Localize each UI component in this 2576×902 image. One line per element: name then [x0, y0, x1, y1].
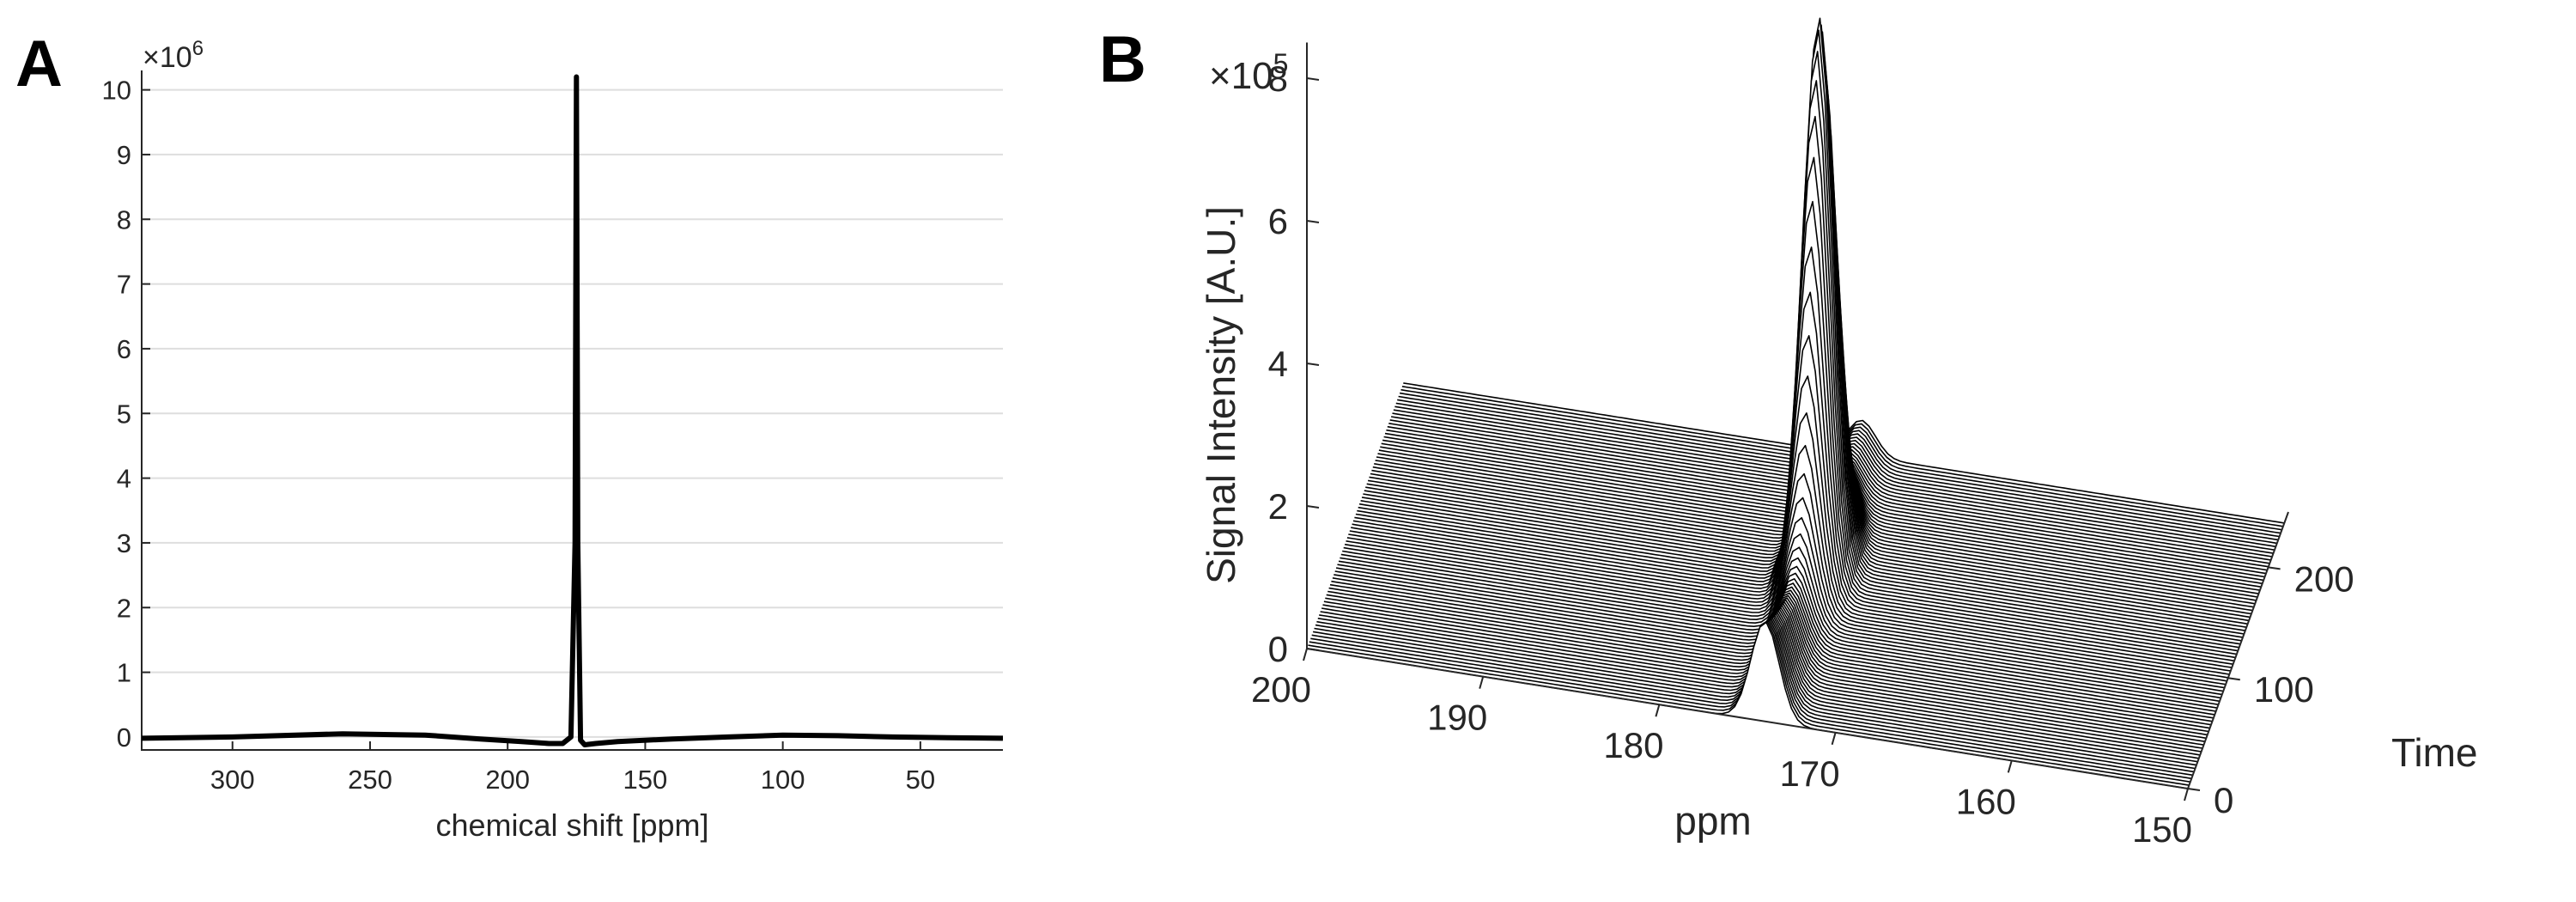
panel-a-y-ticks: 0 1 2 3 4 5 6 7 8 9 10	[102, 76, 150, 753]
panel-b-x-ticks: 200 190 180 170 160 150	[1251, 648, 2192, 850]
panel-a-x-tick-label: 50	[906, 765, 935, 795]
panel-b-z-tick-label: 8	[1268, 58, 1288, 99]
panel-b-y-tick-mark	[2187, 788, 2201, 791]
panel-a-y-tick-label: 6	[117, 334, 131, 364]
panel-b-chart: B ×105 0 2 4 6 8 200 190 180 170 160 150 0 100 200 …	[1099, 17, 2478, 850]
panel-b-z-tick-mark	[1306, 363, 1320, 366]
panel-b-y-tick-mark	[2268, 566, 2281, 570]
panel-b-trace-line	[1348, 375, 2230, 675]
panel-b-trace-line	[1343, 497, 2225, 689]
panel-a-spectrum-line	[141, 74, 1004, 747]
panel-b-z-tick-label: 4	[1268, 344, 1288, 384]
panel-b-y-tick-label: 0	[2214, 780, 2233, 820]
panel-b-y-tick-mark	[2227, 677, 2240, 681]
panel-b-z-tick-mark	[1306, 77, 1320, 81]
panel-b-x-tick-label: 150	[2132, 809, 2192, 850]
panel-a-y-tick-label: 0	[117, 722, 131, 753]
panel-b-z-tick-label: 0	[1268, 629, 1288, 669]
panel-b-trace-line	[1344, 472, 2227, 686]
panel-a-letter: A	[15, 27, 63, 101]
panel-b-z-tick-mark	[1306, 505, 1320, 509]
panel-a-y-tick-label: 2	[117, 593, 131, 623]
panel-b-y-axis-label: Time	[2391, 730, 2478, 775]
panel-a-chart: A 0 1 2 3 4 5 6 7 8 9 10 300 250 200 150 100 50 ×106 ch…	[15, 27, 1004, 843]
panel-b-x-tick-mark	[2184, 788, 2189, 801]
panel-b-waterfall-traces	[1306, 17, 2285, 790]
panel-a-y-tick-label: 7	[117, 270, 131, 300]
panel-a-x-tick-label: 100	[761, 765, 805, 795]
panel-a-y-tick-label: 5	[117, 399, 131, 429]
panel-b-x-tick-label: 170	[1780, 753, 1840, 794]
panel-a-x-tick-label: 150	[623, 765, 668, 795]
panel-b-y-axis-line	[2187, 511, 2289, 789]
panel-b-axes	[1306, 42, 2289, 789]
panel-a-x-ticks: 300 250 200 150 100 50	[210, 741, 935, 795]
panel-b-z-tick-label: 6	[1268, 201, 1288, 241]
panel-a-x-axis-label: chemical shift [ppm]	[435, 808, 708, 843]
panel-b-letter: B	[1099, 23, 1146, 96]
panel-b-trace-line	[1349, 335, 2231, 672]
panel-b-trace-line	[1351, 291, 2233, 668]
panel-a-x-tick-label: 300	[210, 765, 255, 795]
panel-b-trace-line	[1346, 412, 2229, 679]
panel-a-y-tick-label: 1	[117, 658, 131, 688]
panel-b-trace-line	[1340, 533, 2222, 696]
panel-a-x-tick-label: 250	[348, 765, 392, 795]
panel-b-y-tick-label: 200	[2294, 558, 2354, 599]
panel-b-x-tick-label: 200	[1251, 669, 1311, 710]
panel-b-trace-line	[1338, 557, 2221, 703]
panel-b-x-tick-label: 160	[1956, 781, 2016, 821]
panel-b-z-ticks: 0 2 4 6 8	[1268, 58, 1320, 669]
panel-b-x-tick-mark	[2007, 760, 2013, 773]
panel-b-y-ticks: 0 100 200	[2187, 558, 2354, 820]
panel-a-y-tick-label: 8	[117, 204, 131, 235]
panel-b-x-axis-line	[1306, 648, 2189, 789]
panel-b-z-exponent: ×105	[1209, 48, 1288, 97]
panel-a-y-tick-label: 4	[117, 464, 131, 494]
panel-b-x-tick-mark	[1479, 676, 1485, 689]
panel-b-y-tick-label: 100	[2254, 669, 2314, 710]
panel-a-x-tick-label: 200	[485, 765, 530, 795]
panel-a-y-tick-label: 3	[117, 528, 131, 558]
panel-b-x-tick-mark	[1303, 648, 1308, 661]
panel-b-x-tick-label: 180	[1603, 725, 1663, 765]
panel-a-y-tick-label: 9	[117, 140, 131, 170]
panel-a-axes	[141, 70, 1003, 751]
panel-b-x-tick-label: 190	[1427, 698, 1487, 738]
panel-b-trace-fill	[1307, 622, 2188, 790]
panel-a-grid	[142, 88, 1003, 738]
panel-b-z-tick-mark	[1306, 220, 1320, 223]
panel-a-y-tick-label: 10	[102, 76, 131, 106]
panel-a-axis-lines	[141, 70, 1003, 751]
panel-b-x-tick-mark	[1831, 732, 1837, 746]
panel-b-z-tick-mark	[1306, 648, 1320, 651]
panel-b-trace-line	[1340, 546, 2221, 699]
panel-b-trace-line	[1342, 516, 2224, 692]
panel-b-x-axis-label: ppm	[1674, 799, 1751, 844]
panel-b-trace-line	[1346, 444, 2227, 682]
panel-b-z-tick-label: 2	[1268, 486, 1288, 527]
panel-b-z-axis-label: Signal Intensity [A.U.]	[1199, 206, 1243, 584]
panel-a-y-exponent: ×106	[143, 37, 204, 74]
panel-b-x-tick-mark	[1655, 704, 1661, 717]
